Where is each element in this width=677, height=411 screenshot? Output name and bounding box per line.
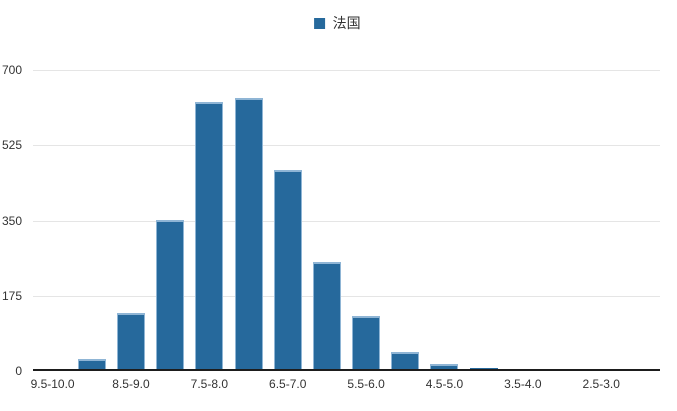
- x-tick-label-9.5-10.0: 9.5-10.0: [30, 377, 75, 391]
- gridline-175: [33, 295, 660, 297]
- y-tick-label-525: 525: [1, 138, 22, 153]
- legend-label: 法国: [332, 15, 361, 31]
- x-tick-label-8.5-9.0: 8.5-9.0: [112, 377, 150, 391]
- y-tick-label-350: 350: [1, 213, 22, 228]
- x-tick-label-2.5-3.0: 2.5-3.0: [582, 377, 620, 391]
- y-axis-labels: 0 175 350 525 700: [0, 63, 22, 378]
- plot-area: [33, 70, 660, 371]
- bar-7.0-7.5[interactable]: [234, 98, 263, 371]
- bar-5.0-5.5[interactable]: [391, 352, 420, 371]
- bar-9.0-9.5[interactable]: [77, 359, 106, 371]
- y-tick-label-0: 0: [15, 364, 22, 378]
- bar-8.5-9.0[interactable]: [116, 313, 145, 371]
- bar-7.5-8.0[interactable]: [195, 102, 224, 371]
- gridline-350: [33, 220, 660, 222]
- bar-6.5-7.0[interactable]: [273, 170, 302, 371]
- x-tick-label-5.5-6.0: 5.5-6.0: [347, 377, 385, 391]
- gridline-700: [33, 70, 660, 71]
- bar-6.0-6.5[interactable]: [312, 262, 341, 371]
- y-tick-label-175: 175: [1, 288, 22, 303]
- y-tick-label-700: 700: [1, 63, 22, 77]
- x-tick-label-4.5-5.0: 4.5-5.0: [425, 377, 464, 391]
- x-tick-label-6.5-7.0: 6.5-7.0: [269, 377, 307, 391]
- bar-8.0-8.5[interactable]: [156, 220, 185, 371]
- bar-4.5-5.0[interactable]: [430, 364, 459, 371]
- gridline-525: [33, 145, 660, 147]
- legend[interactable]: 法国: [313, 15, 361, 31]
- x-axis-line: [33, 369, 660, 371]
- legend-swatch-icon: [313, 17, 325, 29]
- x-axis-labels: 9.5-10.0 8.5-9.0 7.5-8.0 6.5-7.0 5.5-6.0 4.5-…: [30, 377, 660, 393]
- x-tick-label-7.5-8.0: 7.5-8.0: [190, 377, 229, 391]
- bar-5.5-6.0[interactable]: [352, 316, 381, 371]
- x-tick-label-3.5-4.0: 3.5-4.0: [504, 377, 542, 391]
